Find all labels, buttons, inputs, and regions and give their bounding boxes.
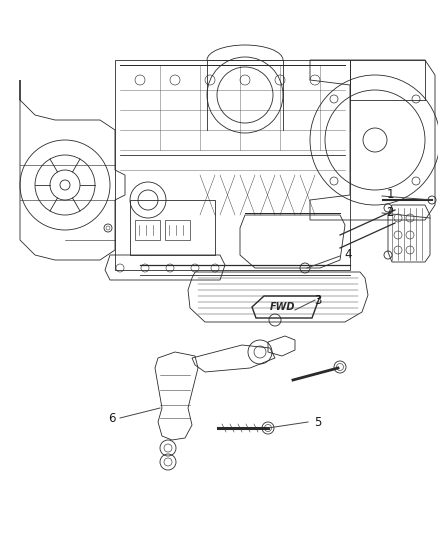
Text: FWD: FWD xyxy=(270,302,295,312)
Text: 4: 4 xyxy=(344,248,352,262)
Text: 2: 2 xyxy=(386,206,394,219)
Bar xyxy=(135,220,160,240)
Text: 6: 6 xyxy=(108,411,116,424)
Bar xyxy=(130,200,215,255)
Text: 3: 3 xyxy=(314,294,321,306)
Bar xyxy=(165,220,190,240)
Text: 1: 1 xyxy=(386,189,394,201)
Text: 5: 5 xyxy=(314,416,321,429)
